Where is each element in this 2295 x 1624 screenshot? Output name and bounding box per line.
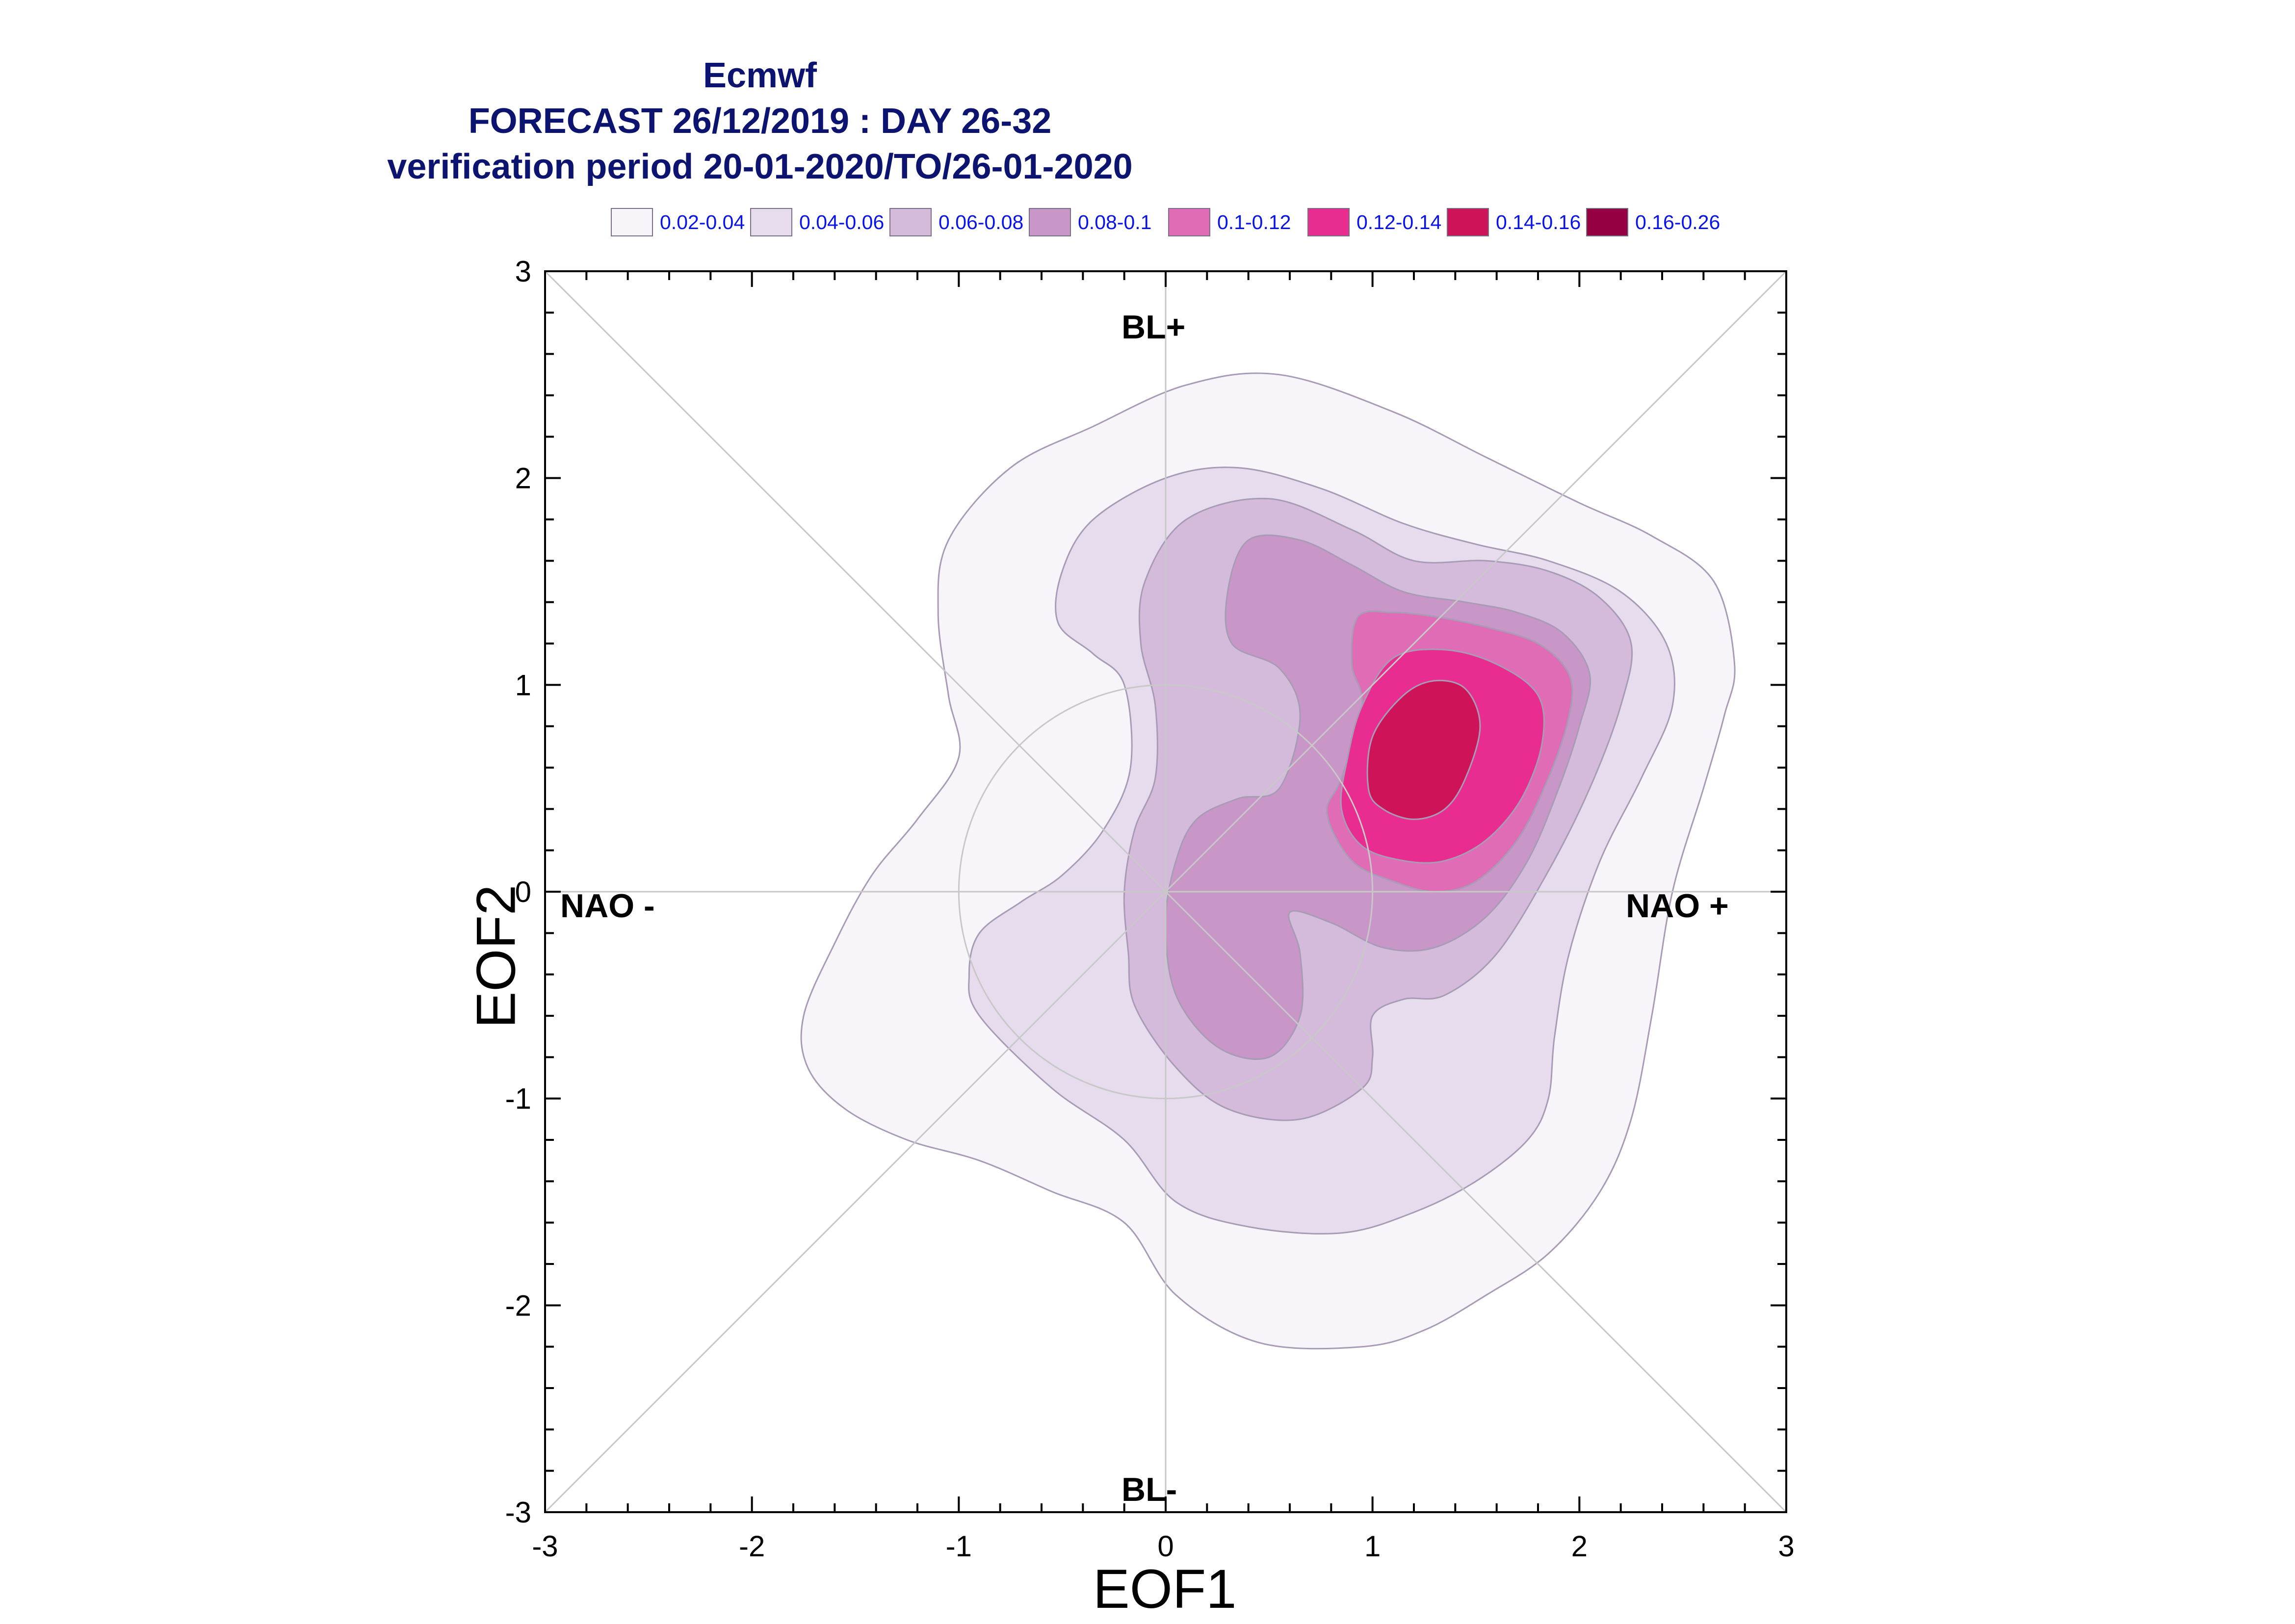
legend-label: 0.1-0.12 (1217, 211, 1291, 233)
chart-title-block: Ecmwf FORECAST 26/12/2019 : DAY 26-32 ve… (0, 53, 1520, 190)
axis-ticks: -3 -2 -1 0 1 2 3 -3 -2 -1 0 1 2 3 (505, 255, 1795, 1563)
x-tick-label: -3 (532, 1530, 558, 1563)
legend-swatch (1307, 208, 1350, 236)
x-tick-label: 1 (1364, 1530, 1381, 1563)
y-tick-label: -1 (505, 1083, 531, 1115)
x-tick-label: 0 (1157, 1530, 1174, 1563)
legend-label: 0.08-0.1 (1078, 211, 1152, 233)
legend-label: 0.02-0.04 (660, 211, 745, 233)
legend-swatch (611, 208, 653, 236)
guide-layer (544, 270, 1787, 1513)
y-tick-label: 3 (515, 255, 531, 288)
legend-label: 0.12-0.14 (1356, 211, 1442, 233)
legend-swatch (1029, 208, 1071, 236)
legend-swatch (1586, 208, 1628, 236)
x-tick-label: 3 (1778, 1530, 1794, 1563)
y-tick-label: 2 (515, 462, 531, 495)
reference-circle (958, 684, 1374, 1100)
y-tick-label: -3 (505, 1496, 531, 1529)
legend-swatch (1168, 208, 1210, 236)
contour-region (1366, 679, 1481, 820)
chart-subtitle-forecast: FORECAST 26/12/2019 : DAY 26-32 (468, 102, 1052, 141)
y-tick-label: 1 (515, 669, 531, 701)
regime-label-bl-plus: BL+ (1121, 309, 1186, 346)
legend-swatch (889, 208, 932, 236)
regime-label-nao-plus: NAO + (1626, 887, 1729, 925)
legend-swatch (750, 208, 792, 236)
y-tick-label: 0 (515, 876, 531, 908)
contour-layer (800, 372, 1736, 1350)
legend-label: 0.04-0.06 (799, 211, 885, 233)
legend-label: 0.06-0.08 (939, 211, 1024, 233)
y-tick-label: -2 (505, 1289, 531, 1322)
regime-label-nao-minus: NAO - (560, 887, 655, 925)
regime-label-bl-minus: BL- (1121, 1471, 1177, 1508)
chart-title: Ecmwf (703, 56, 817, 95)
x-tick-label: -1 (946, 1530, 972, 1563)
x-tick-label: -2 (739, 1530, 765, 1563)
x-tick-label: 2 (1571, 1530, 1588, 1563)
chart-subtitle-verification: verification period 20-01-2020/TO/26-01-… (387, 147, 1133, 186)
x-axis-title: EOF1 (1093, 1558, 1237, 1620)
legend-label: 0.16-0.26 (1635, 211, 1721, 233)
legend-label: 0.14-0.16 (1496, 211, 1581, 233)
legend-swatch (1447, 208, 1489, 236)
y-axis-title: EOF2 (465, 884, 527, 1029)
